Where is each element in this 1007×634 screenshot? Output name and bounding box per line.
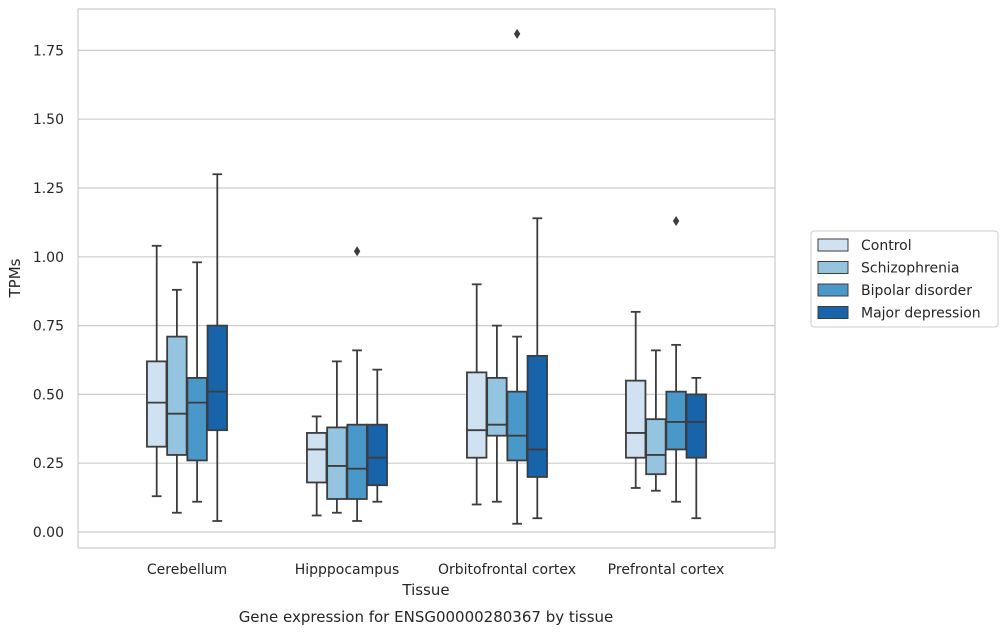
box-group bbox=[146, 244, 168, 498]
y-tick-label: 1.75 bbox=[33, 43, 64, 59]
box bbox=[326, 426, 348, 500]
box bbox=[526, 354, 548, 478]
legend-frame bbox=[810, 230, 999, 328]
chart-caption: Gene expression for ENSG00000280367 by t… bbox=[239, 608, 614, 626]
legend-swatch bbox=[817, 261, 849, 274]
box-group bbox=[685, 376, 707, 520]
box-group bbox=[665, 216, 687, 503]
y-tick-label: 1.25 bbox=[33, 181, 64, 197]
box bbox=[346, 423, 368, 500]
box-group bbox=[166, 288, 188, 514]
box bbox=[466, 371, 488, 459]
y-tick-label: 1.00 bbox=[33, 250, 64, 266]
box-group bbox=[466, 283, 488, 506]
box bbox=[146, 360, 168, 448]
box bbox=[206, 324, 228, 432]
x-tick-label: Prefrontal cortex bbox=[608, 562, 725, 578]
box-group bbox=[506, 28, 528, 525]
box bbox=[366, 423, 388, 487]
outlier-point bbox=[672, 216, 680, 227]
box-group bbox=[366, 368, 388, 503]
boxes bbox=[146, 28, 707, 525]
plot-area bbox=[77, 8, 776, 549]
box bbox=[186, 376, 208, 462]
y-axis-ticks: 0.00 0.25 0.50 0.75 1.00 1.25 1.50 1.75 bbox=[33, 43, 64, 541]
y-tick-label: 0.25 bbox=[33, 456, 64, 472]
box-group bbox=[625, 310, 647, 489]
x-axis-ticks: Cerebellum Hipppocampus Orbitofrontal cort… bbox=[147, 562, 724, 578]
box-group bbox=[186, 261, 208, 503]
x-axis-label: Tissue bbox=[401, 581, 449, 599]
box bbox=[685, 393, 707, 459]
y-axis-label: TPMs bbox=[6, 258, 24, 298]
box-group bbox=[526, 217, 548, 520]
legend-label: Control bbox=[861, 238, 912, 254]
box bbox=[306, 432, 328, 484]
box bbox=[506, 390, 528, 462]
legend-swatch bbox=[817, 306, 849, 319]
box bbox=[486, 376, 508, 437]
box-group bbox=[645, 349, 667, 492]
box bbox=[625, 379, 647, 459]
legend-label: Bipolar disorder bbox=[861, 283, 972, 299]
box bbox=[166, 335, 188, 456]
legend-label: Major depression bbox=[861, 306, 981, 322]
box-group bbox=[486, 324, 508, 503]
y-tick-label: 0.75 bbox=[33, 319, 64, 335]
y-tick-label: 1.50 bbox=[33, 112, 64, 128]
legend: Control Schizophrenia Bipolar disorder Majo… bbox=[810, 230, 999, 328]
legend-label: Schizophrenia bbox=[861, 261, 959, 277]
outlier-point bbox=[513, 28, 521, 39]
legend-swatch bbox=[817, 238, 849, 252]
x-tick-label: Cerebellum bbox=[147, 562, 227, 578]
box-group bbox=[306, 415, 328, 517]
box-group bbox=[326, 360, 348, 514]
y-tick-label: 0.50 bbox=[33, 387, 64, 403]
legend-swatch bbox=[817, 283, 849, 297]
x-tick-label: Orbitofrontal cortex bbox=[438, 562, 576, 578]
box bbox=[645, 418, 667, 476]
box-group bbox=[346, 246, 368, 522]
x-tick-label: Hipppocampus bbox=[295, 562, 400, 578]
outlier-point bbox=[353, 246, 361, 257]
gridlines bbox=[78, 49, 775, 533]
y-tick-label: 0.00 bbox=[33, 525, 64, 541]
box-group bbox=[206, 173, 228, 522]
box bbox=[665, 390, 687, 451]
